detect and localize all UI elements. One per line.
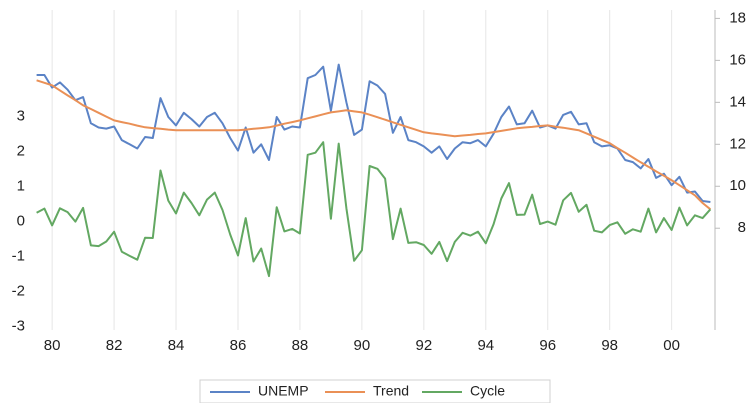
x-tick-label: 96 bbox=[539, 337, 556, 354]
legend-label: Cycle bbox=[470, 383, 505, 399]
x-tick-label: 90 bbox=[354, 337, 371, 354]
series-line bbox=[36, 79, 712, 211]
legend: UNEMP Trend Cycle bbox=[199, 379, 551, 403]
x-tick-label: 80 bbox=[44, 337, 61, 354]
legend-box bbox=[199, 379, 551, 403]
y-tick-label: -1 bbox=[12, 248, 25, 265]
y-tick-label: -3 bbox=[12, 317, 25, 334]
y2-tick-label: 14 bbox=[729, 93, 746, 110]
series-line bbox=[36, 63, 711, 203]
y2-tick-label: 16 bbox=[729, 51, 746, 68]
x-tick-label: 98 bbox=[601, 337, 618, 354]
y2-tick-label: 8 bbox=[738, 219, 746, 236]
x-tick-label: 00 bbox=[663, 337, 680, 354]
legend-label: Trend bbox=[373, 383, 409, 399]
y-tick-label: 3 bbox=[17, 108, 25, 125]
x-tick-label: 88 bbox=[292, 337, 309, 354]
x-tick-label: 94 bbox=[477, 337, 494, 354]
y-tick-label: 2 bbox=[17, 143, 25, 160]
x-tick-label: 84 bbox=[168, 337, 185, 354]
x-tick-label: 86 bbox=[230, 337, 247, 354]
y-tick-label: 1 bbox=[17, 178, 25, 195]
x-tick-label: 92 bbox=[415, 337, 432, 354]
y2-tick-label: 18 bbox=[729, 9, 746, 26]
legend-label: UNEMP bbox=[258, 383, 309, 399]
y2-tick-label: 12 bbox=[729, 135, 746, 152]
series-line bbox=[36, 141, 712, 278]
y2-tick-label: 10 bbox=[729, 177, 746, 194]
y-tick-label: 0 bbox=[17, 213, 25, 230]
y-tick-label: -2 bbox=[12, 282, 25, 299]
x-tick-label: 82 bbox=[106, 337, 123, 354]
